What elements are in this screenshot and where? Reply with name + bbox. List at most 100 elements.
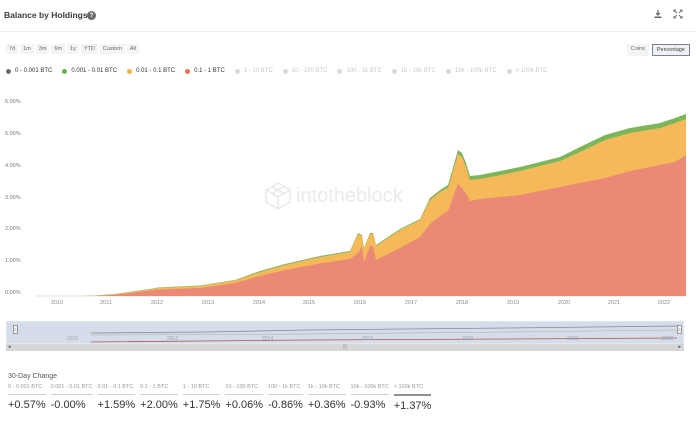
intotheblock-logo-icon	[265, 182, 291, 210]
navigator-right-handle[interactable]: ≡	[677, 325, 682, 334]
y-tick: 6.00%	[5, 99, 21, 105]
download-icon[interactable]	[652, 9, 664, 21]
change-label: 10 - 100 BTC	[225, 384, 264, 395]
legend-item[interactable]: 0.01 - 0.1 BTC	[127, 68, 175, 74]
navigator-year: 2010	[67, 336, 79, 342]
change-label: 0 - 0.001 BTC	[8, 384, 46, 395]
change-item: 0.01 - 0.1 BTC +1.59%	[97, 384, 136, 412]
x-tick: 2020	[557, 300, 571, 306]
change-value: +1.37%	[393, 400, 432, 412]
legend-label: > 100k BTC	[515, 68, 548, 74]
range-custom-button[interactable]: Custom	[99, 44, 125, 54]
change-item: > 100k BTC +1.37%	[393, 384, 432, 412]
legend-dot-icon	[445, 68, 451, 74]
scroll-grip-icon[interactable]: |||	[343, 344, 347, 350]
change-item: 0.1 - 1 BTC +2.00%	[140, 384, 178, 412]
change-item: 0.001 - 0.01 BTC -0.00%	[50, 384, 93, 412]
change-value: -0.93%	[350, 399, 386, 411]
y-tick: 4.00%	[5, 163, 21, 169]
legend-dot-icon	[127, 68, 133, 74]
change-label: 1k - 10k BTC	[307, 384, 346, 395]
percentage-button[interactable]: Percentage	[651, 44, 690, 56]
range-7d-button[interactable]: 7d	[6, 44, 19, 54]
x-tick: 2011	[100, 300, 112, 306]
legend-label: 1k - 10k BTC	[400, 68, 436, 74]
y-tick: 2.00%	[5, 226, 21, 232]
legend-item[interactable]: > 100k BTC	[506, 68, 548, 74]
change-value: +0.57%	[8, 399, 46, 411]
legend-dot-icon	[62, 68, 68, 74]
time-range-selector: 7d 1m 3m 6m 1y YTD Custom All	[6, 44, 139, 54]
legend-item[interactable]: 0 - 0.001 BTC	[6, 68, 52, 74]
question-circle-icon[interactable]: ?	[87, 11, 96, 20]
legend-label: 0.001 - 0.01 BTC	[71, 68, 118, 74]
range-ytd-button[interactable]: YTD	[80, 44, 98, 54]
navigator-year: 2016	[362, 336, 374, 342]
legend-item[interactable]: 100 - 1k BTC	[337, 68, 382, 74]
change-label: 1 - 10 BTC	[182, 384, 221, 395]
navigator-year: 2012	[167, 336, 179, 342]
legend-label: 0 - 0.001 BTC	[15, 68, 53, 74]
legend-item[interactable]: 10 - 100 BTC	[282, 68, 327, 74]
legend-dot-icon	[6, 68, 11, 74]
legend-label: 10k - 100k BTC	[454, 68, 497, 74]
legend-dot-icon	[234, 68, 240, 74]
scroll-left-arrow-icon[interactable]: ◂	[8, 344, 11, 350]
watermark-text: intotheblock	[296, 184, 403, 207]
range-3m-button[interactable]: 3m	[35, 44, 50, 54]
legend-item[interactable]: 0.001 - 0.01 BTC	[62, 68, 117, 74]
range-navigator[interactable]: 2010 2012 2014 2016 2018 2020 2022 ≡ ≡	[6, 321, 684, 344]
x-tick: 2019	[506, 300, 520, 306]
change-section-title: 30-Day Change	[8, 373, 58, 380]
chart-legend: 0 - 0.001 BTC 0.001 - 0.01 BTC 0.01 - 0.…	[6, 68, 547, 74]
x-tick: 2013	[201, 300, 215, 306]
x-tick: 2012	[150, 300, 164, 306]
change-item: 10 - 100 BTC +0.06%	[225, 384, 264, 412]
legend-dot-icon	[506, 68, 512, 74]
legend-item[interactable]: 1k - 10k BTC	[391, 68, 436, 74]
range-all-button[interactable]: All	[126, 44, 139, 54]
change-label: 0.01 - 0.1 BTC	[97, 384, 136, 395]
chart-header: Balance by Holdings ?	[0, 0, 696, 32]
change-value: +0.06%	[225, 399, 264, 411]
stacked-area-chart[interactable]	[0, 96, 696, 314]
watermark: intotheblock	[265, 182, 403, 210]
change-item: 10k - 100k BTC -0.93%	[350, 384, 389, 412]
y-tick: 1.00%	[5, 258, 21, 264]
x-tick: 2015	[302, 300, 316, 306]
navigator-year: 2018	[462, 336, 474, 342]
change-value: +0.36%	[307, 399, 346, 411]
x-tick: 2016	[353, 300, 367, 306]
range-1y-button[interactable]: 1y	[67, 44, 79, 54]
legend-dot-icon	[337, 68, 343, 74]
legend-label: 0.01 - 0.1 BTC	[136, 68, 176, 74]
legend-dot-icon	[185, 68, 191, 74]
legend-item[interactable]: 1 - 10 BTC	[234, 68, 273, 74]
legend-dot-icon	[282, 68, 288, 74]
y-tick: 3.00%	[5, 195, 21, 201]
navigator-left-handle[interactable]: ≡	[13, 325, 18, 334]
navigator-year: 2020	[567, 336, 579, 342]
change-label: > 100k BTC	[393, 384, 432, 396]
scroll-right-arrow-icon[interactable]: ▸	[678, 344, 681, 350]
change-value: +1.75%	[182, 399, 221, 411]
expand-icon[interactable]	[672, 9, 684, 21]
change-label: 0.001 - 0.01 BTC	[50, 384, 93, 395]
navigator-scrollbar[interactable]: ◂ ||| ▸	[6, 344, 684, 351]
x-tick: 2022	[657, 300, 671, 306]
x-tick: 2021	[607, 300, 621, 306]
range-6m-button[interactable]: 6m	[51, 44, 66, 54]
range-1m-button[interactable]: 1m	[20, 44, 34, 54]
change-label: 100 - 1k BTC	[268, 384, 303, 395]
x-tick: 2018	[455, 300, 469, 306]
legend-item[interactable]: 0.1 - 1 BTC	[185, 68, 225, 74]
page-title: Balance by Holdings	[4, 10, 88, 20]
coins-button[interactable]: Coins	[626, 44, 649, 56]
change-item: 0 - 0.001 BTC +0.57%	[8, 384, 46, 412]
legend-label: 0.1 - 1 BTC	[194, 68, 225, 74]
x-tick: 2017	[404, 300, 418, 306]
legend-item[interactable]: 10k - 100k BTC	[445, 68, 497, 74]
navigator-preview	[90, 325, 678, 343]
legend-dot-icon	[391, 68, 397, 74]
legend-label: 100 - 1k BTC	[346, 68, 382, 74]
